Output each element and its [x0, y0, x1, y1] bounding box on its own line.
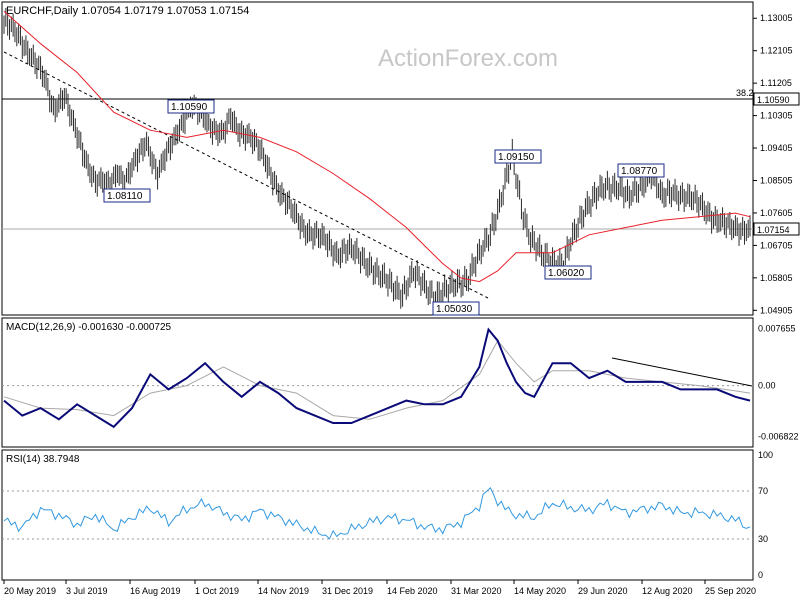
x-tick-label: 31 Mar 2020 [451, 586, 502, 596]
rsi-y-tick-label: 70 [758, 486, 768, 496]
x-tick-label: 25 Sep 2020 [705, 586, 756, 596]
chart-header: EURCHF,Daily 1.07054 1.07179 1.07053 1.0… [6, 5, 249, 17]
fib-price-box [753, 92, 800, 106]
rsi-y-axis: 100 70 30 0 [2, 450, 773, 580]
fib-label: 38.2 [736, 88, 754, 98]
macd-panel [1, 317, 754, 448]
macd-y-tick-label: 0.00 [758, 381, 776, 391]
dashed-trendline [3, 51, 489, 299]
x-tick-label: 29 Jun 2020 [578, 586, 628, 596]
price-annotation-label: 1.06020 [548, 268, 585, 279]
trendline [3, 51, 489, 299]
price-annotation-label: 1.05030 [436, 304, 473, 315]
x-tick-label: 12 Aug 2020 [642, 586, 693, 596]
macd-line [3, 327, 751, 429]
macd-lines [3, 327, 751, 429]
price-y-tick-label: 1.07605 [760, 208, 793, 218]
x-tick-label: 31 Dec 2019 [322, 586, 373, 596]
price-y-tick-label: 1.04905 [760, 305, 793, 315]
macd-y-tick-label: -0.006822 [758, 432, 799, 442]
x-tick-label: 14 May 2020 [514, 586, 566, 596]
price-y-tick-label: 1.12105 [760, 46, 793, 56]
rsi-line [3, 486, 751, 540]
macd-trendline [611, 357, 753, 387]
moving-average-line [3, 10, 751, 283]
rsi-y-tick-label: 0 [758, 570, 763, 580]
current-price-label: 1.07154 [757, 225, 790, 235]
price-y-tick-label: 1.09405 [760, 143, 793, 153]
rsi-y-tick-label: 100 [758, 450, 773, 460]
price-y-axis: 1.13005 1.12105 1.11205 1.10305 1.09405 1.085… [753, 13, 793, 315]
price-y-tick-label: 1.10305 [760, 111, 793, 121]
x-tick-label: 16 Aug 2019 [130, 586, 181, 596]
price-annotation-box [103, 188, 151, 203]
price-y-tick-label: 1.06705 [760, 240, 793, 250]
x-tick-label: 3 Jul 2019 [66, 586, 108, 596]
price-y-tick-label: 1.11205 [760, 78, 792, 88]
current-price-box [753, 222, 800, 236]
price-annotation-label: 1.10590 [171, 102, 208, 113]
macd-title: MACD(12,26,9) -0.001630 -0.000725 [6, 322, 172, 333]
macd-signal-line [3, 339, 751, 420]
price-y-tick-label: 1.13005 [760, 13, 793, 23]
moving-average [3, 10, 751, 283]
price-y-tick-label: 1.05805 [760, 273, 793, 283]
rsi-line-path [3, 486, 751, 540]
fib-price-label: 1.10590 [757, 95, 790, 105]
rsi-y-tick-label: 30 [758, 534, 768, 544]
x-tick-label: 14 Feb 2020 [387, 586, 438, 596]
x-tick-label: 1 Oct 2019 [195, 586, 239, 596]
price-annotation-label: 1.08770 [621, 166, 658, 177]
price-annotation-box [167, 99, 215, 114]
price-annotation-box [617, 163, 665, 178]
price-annotation-label: 1.08110 [107, 191, 143, 202]
price-annotation-label: 1.09150 [498, 152, 535, 163]
rsi-panel [1, 449, 754, 581]
x-axis: 20 May 2019 3 Jul 2019 16 Aug 2019 1 Oct 20… [3, 580, 756, 596]
rsi-title: RSI(14) 38.7948 [6, 454, 80, 465]
x-tick-label: 14 Nov 2019 [258, 586, 309, 596]
x-tick-label: 20 May 2019 [4, 586, 56, 596]
macd-y-axis: 0.007655 0.00 -0.006822 [2, 323, 799, 442]
price-annotation-box [432, 301, 480, 316]
price-panel [1, 1, 754, 316]
price-y-tick-label: 1.08505 [760, 175, 793, 185]
watermark: ActionForex.com [378, 45, 558, 72]
macd-y-tick-label: 0.007655 [758, 323, 796, 333]
price-annotation-box [494, 149, 542, 164]
price-annotations: 1.10590 1.08110 1.09150 1.08770 1.06020 1.050… [103, 99, 665, 316]
price-annotation-box [544, 265, 592, 280]
